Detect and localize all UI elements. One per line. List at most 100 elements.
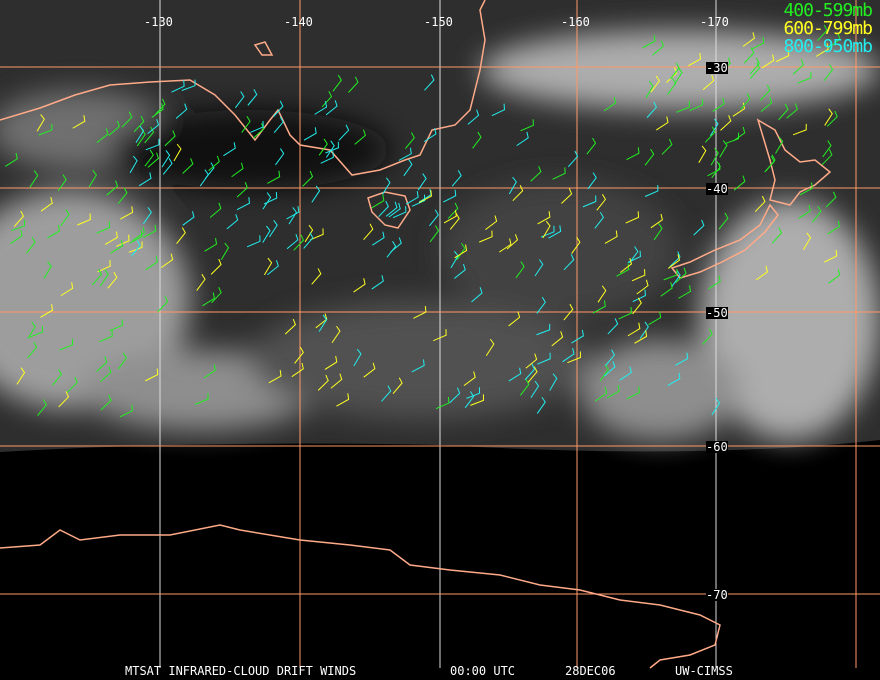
wind-barb: [619, 366, 632, 381]
wind-barb: [636, 279, 649, 295]
wind-barb: [760, 96, 773, 113]
wind-barb: [58, 391, 70, 408]
wind-barb: [115, 234, 130, 247]
wind-barb: [303, 232, 314, 249]
wind-barb: [761, 54, 775, 69]
wind-barb: [318, 314, 328, 332]
wind-barb: [667, 254, 681, 269]
wind-barb: [262, 192, 272, 210]
wind-barb: [733, 175, 746, 191]
wind-barb: [712, 97, 725, 113]
wind-barb: [675, 267, 687, 284]
wind-barb: [263, 257, 273, 276]
wind-barb: [267, 170, 281, 184]
wind-barb: [210, 258, 222, 275]
wind-barb: [176, 227, 186, 244]
wind-barb: [536, 396, 546, 414]
wind-barb: [236, 197, 251, 211]
wind-barb: [512, 185, 524, 202]
wind-barb: [527, 366, 538, 383]
wind-barb: [154, 98, 166, 115]
wind-barb: [792, 123, 807, 136]
wind-barb: [771, 227, 783, 244]
wind-barb: [97, 260, 111, 273]
latitude-label: -60: [706, 440, 728, 454]
wind-barb: [208, 155, 220, 171]
wind-barb: [109, 319, 123, 332]
wind-barb: [77, 213, 91, 226]
wind-barb: [536, 323, 551, 336]
wind-barb: [582, 195, 597, 208]
lord-howe-island: [253, 41, 274, 56]
wind-barb: [515, 261, 525, 279]
wind-barb: [128, 241, 143, 253]
latitude-label: -30: [706, 61, 728, 75]
wind-barb: [562, 347, 575, 363]
wind-barb: [825, 191, 837, 208]
wind-barb: [317, 374, 329, 391]
wind-barb: [403, 159, 413, 177]
wind-barb: [263, 192, 278, 205]
wind-barb: [663, 268, 678, 281]
wind-barb: [667, 78, 677, 96]
wind-barb: [52, 368, 63, 386]
wind-barb: [247, 89, 258, 106]
wind-barb: [508, 176, 517, 195]
wind-barb: [797, 71, 812, 84]
wind-barb: [464, 391, 475, 409]
wind-barb: [821, 149, 833, 166]
wind-barb: [471, 287, 483, 303]
wind-barb: [250, 120, 264, 133]
wind-barb: [378, 200, 389, 218]
wind-barb: [144, 149, 154, 167]
wind-barb: [642, 35, 656, 49]
wind-barb: [5, 152, 18, 167]
wind-barb: [246, 235, 261, 248]
wind-barb: [485, 338, 495, 357]
wind-barb: [16, 367, 26, 385]
wind-barb: [325, 100, 338, 116]
wind-barb: [88, 169, 97, 188]
wind-barb: [625, 211, 640, 224]
wind-barb: [199, 169, 209, 187]
wind-barb: [29, 326, 44, 338]
wind-barb: [650, 75, 660, 93]
wind-barb: [429, 209, 439, 227]
wind-barb: [36, 114, 45, 132]
wind-barb: [603, 96, 617, 112]
wind-barb: [386, 240, 397, 258]
wind-barb: [618, 307, 632, 320]
wind-barb: [693, 219, 705, 236]
wind-barb: [413, 306, 427, 319]
wind-barb: [542, 220, 551, 239]
wind-barb: [711, 397, 721, 416]
australia-coast: [0, 0, 486, 176]
legend-400-599: 400-599mb: [783, 0, 873, 21]
wind-barb: [765, 154, 776, 172]
wind-barb: [661, 138, 673, 155]
wind-barb: [398, 147, 412, 161]
latitude-label: -40: [706, 182, 728, 196]
wind-barb: [688, 52, 702, 67]
wind-barb: [288, 207, 298, 225]
wind-barb: [749, 62, 761, 79]
wind-barb: [759, 84, 771, 101]
wind-barb: [567, 150, 579, 168]
wind-barb: [99, 269, 109, 287]
wind-barb: [530, 165, 542, 182]
wind-barb: [267, 260, 279, 276]
wind-barb: [129, 230, 143, 244]
wind-barb: [371, 194, 385, 209]
wind-barb: [755, 265, 769, 281]
wind-barb: [525, 353, 538, 369]
wind-barb: [13, 210, 25, 228]
wind-barb: [626, 147, 640, 161]
wind-barb: [353, 278, 366, 293]
wind-barb: [775, 136, 784, 154]
wind-barb: [551, 331, 564, 347]
wind-barb: [171, 80, 185, 93]
wind-barb: [435, 397, 450, 410]
longitude-label: -130: [144, 15, 173, 29]
wind-barb: [823, 64, 834, 81]
wind-barb: [548, 225, 562, 239]
